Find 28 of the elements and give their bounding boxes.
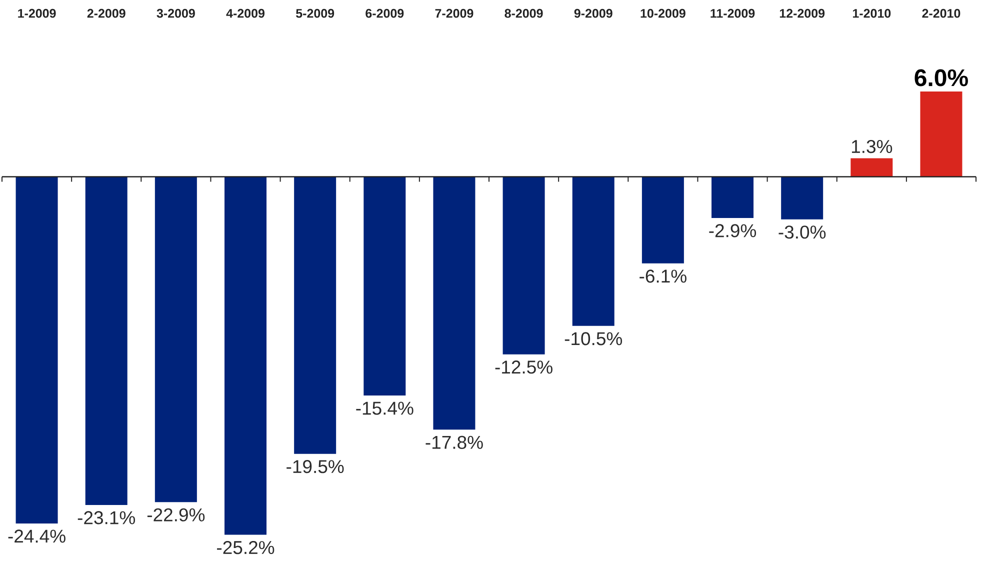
x-tick-label: 7-2009 [435,8,474,18]
data-label: -6.1% [640,270,686,283]
data-label: -23.1% [78,511,136,524]
data-label: 6.0% [914,69,968,86]
data-label: -22.9% [147,508,205,522]
data-label: -24.4% [8,530,66,543]
data-label: -10.5% [564,332,622,346]
data-label: -17.8% [426,436,483,449]
data-label: -19.5% [286,460,344,474]
x-tick-label: 6-2009 [366,8,404,18]
x-tick-label: 2-2010 [922,8,960,18]
x-tick-label: 2-2009 [87,8,126,18]
x-tick-label: 1-2009 [18,8,56,18]
data-label: -15.4% [356,402,414,415]
x-tick-label: 3-2009 [156,8,195,18]
x-tick-label: 12-2009 [780,8,825,18]
x-tick-label: 10-2009 [640,8,686,18]
x-tick-label: 8-2009 [504,8,543,18]
x-tick-label: 11-2009 [710,8,755,18]
data-label: -25.2% [217,541,274,554]
data-label: -12.5% [495,360,552,374]
x-tick-label: 9-2009 [574,8,612,18]
data-label: -2.9% [709,224,756,238]
data-label: -3.0% [778,226,826,239]
data-label: 1.3% [852,140,892,154]
x-tick-label: 4-2009 [226,8,264,18]
x-tick-label: 5-2009 [296,8,334,18]
x-tick-label: 1-2010 [852,8,891,18]
